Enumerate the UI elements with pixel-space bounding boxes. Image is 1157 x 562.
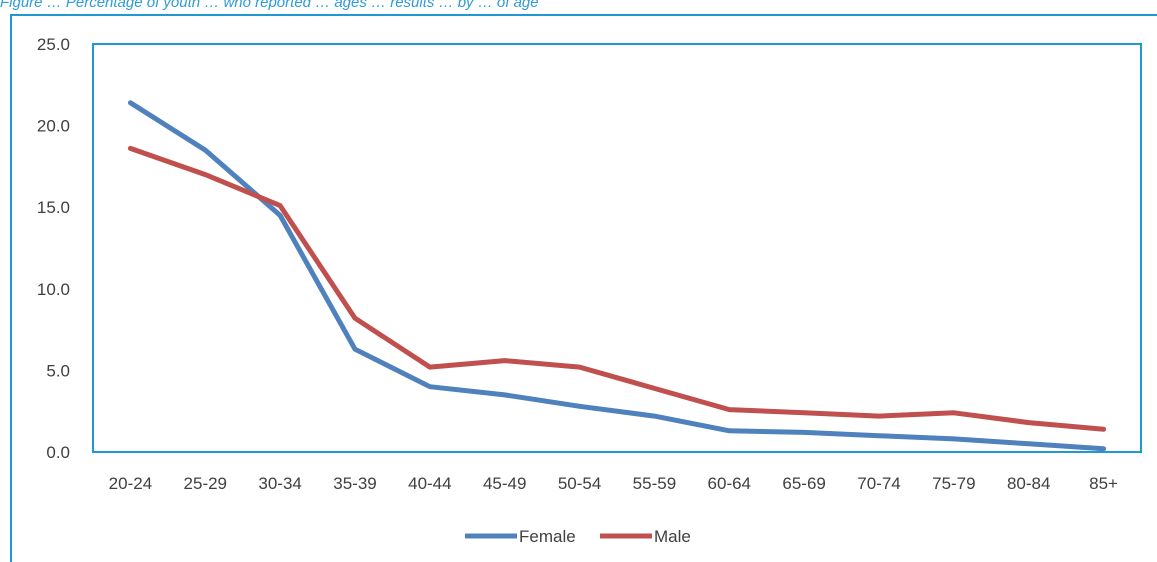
x-tick-label: 75-79 <box>932 474 975 493</box>
y-tick-label: 25.0 <box>37 35 70 54</box>
x-tick-label: 20-24 <box>109 474 152 493</box>
x-tick-label: 60-64 <box>708 474 751 493</box>
x-tick-label: 40-44 <box>408 474 451 493</box>
x-tick-label: 50-54 <box>558 474 601 493</box>
y-axis-ticks: 0.0 5.0 10.0 15.0 20.0 25.0 <box>37 35 70 462</box>
y-tick-label: 20.0 <box>37 117 70 136</box>
x-tick-label: 80-84 <box>1007 474 1050 493</box>
x-tick-label: 25-29 <box>184 474 227 493</box>
series-lines <box>127 100 1107 452</box>
x-tick-label: 85+ <box>1089 474 1118 493</box>
x-tick-label: 65-69 <box>782 474 825 493</box>
series-line-female <box>127 100 1107 452</box>
y-tick-label: 5.0 <box>46 361 70 380</box>
chart-frame <box>10 14 1157 562</box>
x-axis-ticks: 20-24 25-29 30-34 35-39 40-44 45-49 50-54 55-59… <box>109 474 1118 493</box>
figure-caption: Figure … Percentage of youth … who repor… <box>0 0 539 11</box>
series-line-male <box>127 145 1107 432</box>
x-tick-label: 55-59 <box>633 474 676 493</box>
x-tick-label: 35-39 <box>333 474 376 493</box>
y-tick-label: 10.0 <box>37 280 70 299</box>
legend-label-female: Female <box>519 527 576 546</box>
x-tick-label: 70-74 <box>857 474 900 493</box>
x-tick-label: 30-34 <box>258 474 301 493</box>
y-tick-label: 15.0 <box>37 198 70 217</box>
legend-label-male: Male <box>654 527 691 546</box>
plot-area <box>92 43 1142 453</box>
legend: Female Male <box>465 527 691 546</box>
x-tick-label: 45-49 <box>483 474 526 493</box>
y-tick-label: 0.0 <box>46 443 70 462</box>
